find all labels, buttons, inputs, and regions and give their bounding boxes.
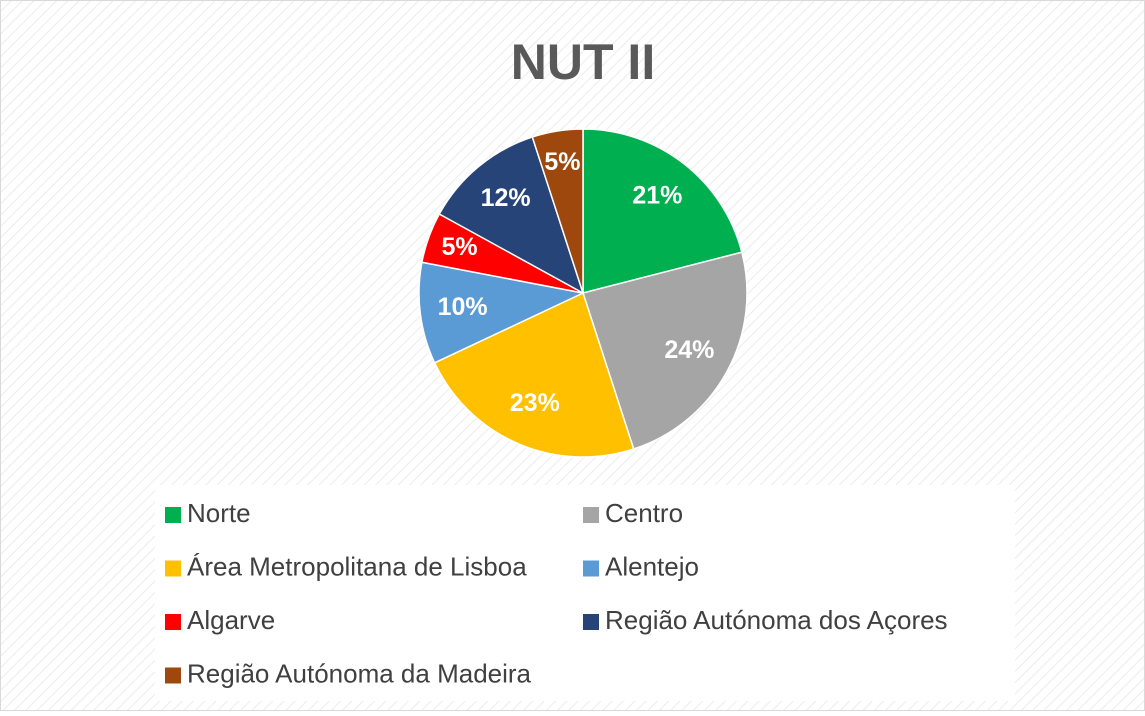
pie-slice — [531, 128, 584, 294]
pie-slice — [582, 128, 743, 294]
legend-label: Alentejo — [605, 551, 699, 581]
data-label: 24% — [664, 336, 714, 364]
legend-label: Área Metropolitana de Lisboa — [187, 551, 527, 581]
legend-swatch — [165, 667, 181, 684]
legend-label: Centro — [605, 498, 683, 528]
legend-label: Região Autónoma da Madeira — [187, 658, 532, 688]
data-label: 5% — [544, 148, 580, 176]
data-label: 21% — [632, 182, 682, 210]
pie-slice — [438, 136, 585, 295]
legend-swatch — [165, 560, 181, 577]
legend-swatch — [583, 507, 599, 523]
legend-label: Norte — [187, 498, 251, 528]
chart-title: NUT II — [511, 34, 655, 90]
pie-slice — [582, 251, 748, 450]
pie-slice — [433, 291, 635, 458]
legend-swatch — [583, 614, 599, 630]
legend-swatch — [583, 560, 599, 577]
legend-label: Algarve — [187, 605, 275, 635]
legend-swatch — [165, 614, 181, 630]
pie-slice — [418, 261, 586, 364]
legend-label: Região Autónoma dos Açores — [605, 605, 948, 635]
data-label: 5% — [441, 233, 477, 261]
legend-swatch — [165, 507, 181, 523]
data-label: 12% — [481, 184, 531, 212]
data-label: 10% — [438, 293, 488, 321]
data-label: 23% — [510, 389, 560, 417]
